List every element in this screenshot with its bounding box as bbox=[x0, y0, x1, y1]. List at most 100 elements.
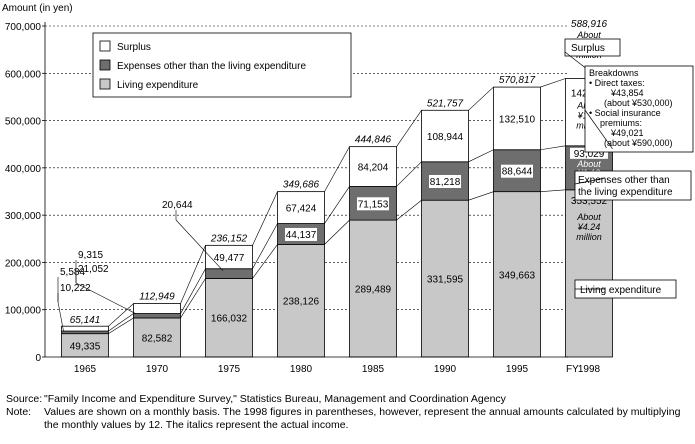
bar-connector bbox=[324, 186, 350, 224]
breakdowns-line: ¥49,021 bbox=[610, 128, 644, 138]
value-label-bg bbox=[285, 227, 317, 241]
x-axis-title: FY bbox=[566, 364, 579, 375]
legend-swatch bbox=[99, 59, 111, 71]
value-label-other: 20,644 bbox=[162, 200, 193, 211]
y-tick-label: 300,000 bbox=[5, 211, 42, 222]
bar-other-expenses bbox=[205, 268, 253, 279]
y-tick-label: 200,000 bbox=[5, 258, 42, 269]
x-tick-label: 1985 bbox=[362, 364, 385, 375]
bar-surplus bbox=[493, 86, 541, 151]
value-label-other: 71,153 bbox=[358, 199, 389, 210]
bar-surplus bbox=[133, 303, 181, 314]
bar-connector bbox=[180, 268, 206, 314]
annotation-other-1998: About bbox=[576, 159, 601, 169]
bar-connector bbox=[252, 244, 278, 279]
value-label-surplus: 84,204 bbox=[358, 163, 389, 174]
breakdowns-line: • Social insurance bbox=[589, 108, 661, 118]
value-label-living: 82,582 bbox=[142, 333, 173, 344]
annotation-living-1998: ¥4.24 bbox=[578, 222, 601, 232]
breakdowns-line: Breakdowns bbox=[589, 68, 639, 78]
annotation-living-1998: About bbox=[576, 212, 601, 222]
bar-living-expenditure bbox=[493, 191, 541, 358]
value-label-living: 331,595 bbox=[427, 275, 464, 286]
callout-other-label: the living expenditure bbox=[578, 187, 673, 198]
bar-connector bbox=[108, 317, 134, 334]
value-label-bg bbox=[501, 164, 533, 178]
value-label-living: 353,552 bbox=[571, 196, 608, 207]
bar-surplus bbox=[205, 244, 253, 270]
note-text: Values are shown on a monthly basis. The… bbox=[44, 406, 681, 431]
value-label-other: 9,315 bbox=[78, 250, 103, 261]
bar-connector bbox=[324, 219, 350, 245]
breakdowns-line: premiums: bbox=[600, 118, 642, 128]
x-tick-label: 1998 bbox=[578, 364, 601, 375]
y-tick-label: 600,000 bbox=[5, 69, 42, 80]
legend-box bbox=[92, 32, 352, 98]
bar-surplus bbox=[277, 191, 325, 224]
bar-connector bbox=[540, 78, 566, 88]
bar-connector bbox=[180, 245, 206, 304]
bar-connector bbox=[468, 191, 494, 201]
y-tick-label: 400,000 bbox=[5, 164, 42, 175]
value-label-surplus: 49,477 bbox=[214, 253, 245, 264]
value-label-bg bbox=[570, 147, 608, 159]
bar-living-expenditure bbox=[133, 317, 181, 358]
chart-footer: Source: "Family Income and Expenditure S… bbox=[6, 393, 691, 432]
y-axis-title: Amount (in yen) bbox=[2, 3, 73, 14]
bar-connector bbox=[252, 191, 278, 246]
value-label-surplus: 132,510 bbox=[499, 114, 536, 125]
breakdowns-line: • Direct taxes: bbox=[589, 78, 645, 88]
bar-connector bbox=[252, 223, 278, 269]
total-label: 588,916 bbox=[571, 19, 608, 30]
x-tick-label: 1995 bbox=[506, 364, 529, 375]
legend-label: Living expenditure bbox=[117, 80, 199, 91]
breakdowns-line: (about ¥590,000) bbox=[604, 138, 673, 148]
legend-swatch bbox=[99, 78, 111, 90]
bar-connector bbox=[108, 313, 134, 332]
callout-surplus-label: Surplus bbox=[571, 43, 605, 54]
leader-line bbox=[57, 301, 64, 332]
value-label-other: 44,137 bbox=[286, 230, 317, 241]
source-label: Source: bbox=[6, 393, 43, 405]
breakdowns-line: ¥43,854 bbox=[610, 88, 644, 98]
callout-leader bbox=[574, 177, 606, 185]
value-label-surplus: 10,222 bbox=[60, 283, 91, 294]
leader-line bbox=[75, 282, 136, 314]
note-label: Note: bbox=[6, 406, 32, 418]
value-label-living: 166,032 bbox=[211, 314, 248, 325]
bar-connector bbox=[468, 86, 494, 111]
bar-surplus bbox=[421, 109, 469, 163]
total-label: 349,686 bbox=[283, 180, 320, 191]
legend-label: Surplus bbox=[117, 42, 151, 53]
y-tick-label: 500,000 bbox=[5, 117, 42, 128]
callout-surplus-box bbox=[564, 38, 621, 57]
x-tick-label: 1975 bbox=[218, 364, 241, 375]
callout-living-label: Living expenditure bbox=[580, 285, 662, 296]
bar-connector bbox=[324, 146, 350, 192]
total-label: 236,152 bbox=[210, 233, 248, 244]
bar-surplus bbox=[349, 146, 397, 187]
bar-living-expenditure bbox=[565, 189, 613, 358]
callout-leader bbox=[584, 109, 613, 150]
source-text: "Family Income and Expenditure Survey," … bbox=[44, 393, 506, 405]
bar-connector bbox=[180, 278, 206, 319]
note-line: Note: Values are shown on a monthly basi… bbox=[6, 406, 691, 432]
stacked-bar-chart: 49,335 82,582 166,032 238,126 289,489 331,595… bbox=[2, 3, 694, 375]
y-tick-label: 100,000 bbox=[5, 306, 42, 317]
x-tick-label: 1970 bbox=[146, 364, 169, 375]
y-tick-label: 700,000 bbox=[5, 22, 42, 33]
bar-connector bbox=[108, 303, 134, 327]
legend-swatch bbox=[99, 40, 111, 52]
value-label-bg bbox=[357, 197, 389, 211]
value-label-surplus: 108,944 bbox=[427, 132, 464, 143]
callout-other-box bbox=[574, 170, 692, 201]
bar-connector bbox=[396, 199, 422, 221]
total-label: 521,757 bbox=[427, 98, 464, 109]
legend-label: Expenses other than the living expenditu… bbox=[117, 61, 306, 72]
total-label: 65,141 bbox=[70, 315, 101, 326]
y-tick-label: 0 bbox=[35, 353, 41, 364]
value-label-other: 88,644 bbox=[502, 167, 533, 178]
value-label-surplus: 21,052 bbox=[78, 264, 109, 275]
source-line: Source: "Family Income and Expenditure S… bbox=[6, 393, 691, 406]
bar-living-expenditure bbox=[421, 199, 469, 358]
